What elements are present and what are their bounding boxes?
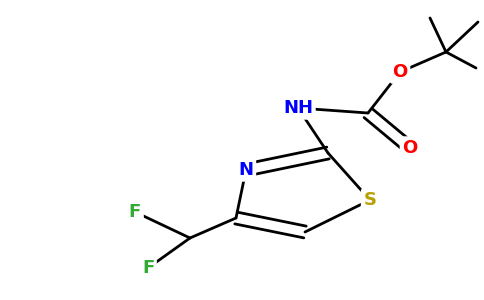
Text: O: O [393,63,408,81]
Text: O: O [402,139,418,157]
Text: S: S [363,191,377,209]
Text: F: F [129,203,141,221]
Text: N: N [239,161,254,179]
Text: F: F [142,259,154,277]
Text: NH: NH [283,99,313,117]
